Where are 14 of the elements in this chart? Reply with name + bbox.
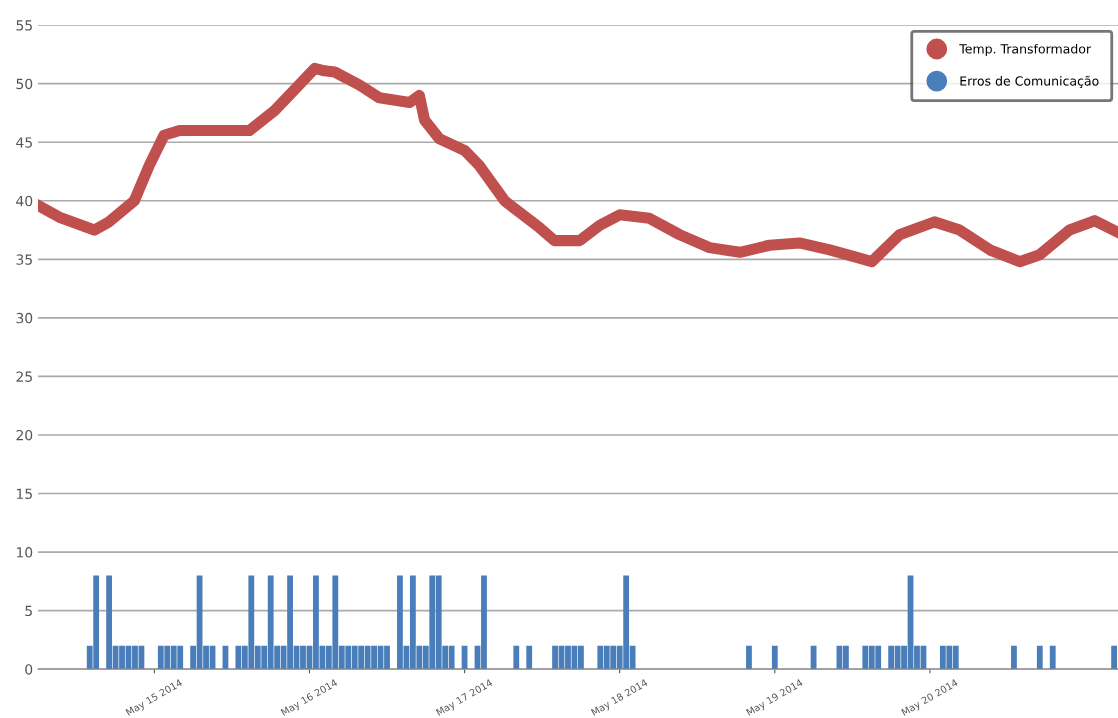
y-tick-label: 50 xyxy=(16,78,33,90)
y-tick-label: 45 xyxy=(16,137,32,148)
y-tick-label: 35 xyxy=(16,254,32,265)
legend-label: Erros de Comunicação xyxy=(960,75,1099,88)
legend-label: Temp. Transformador xyxy=(959,43,1092,56)
y-tick-label: 40 xyxy=(16,195,33,207)
y-tick-label: 25 xyxy=(16,371,32,382)
y-tick-label: 20 xyxy=(16,429,33,441)
y-tick-label: 5 xyxy=(25,605,32,617)
y-tick-label: 10 xyxy=(17,547,33,558)
y-tick-label: 15 xyxy=(17,488,32,499)
y-tick-label: 30 xyxy=(16,312,33,324)
y-tick-label: 0 xyxy=(25,664,33,675)
y-tick-label: 55 xyxy=(16,20,32,31)
